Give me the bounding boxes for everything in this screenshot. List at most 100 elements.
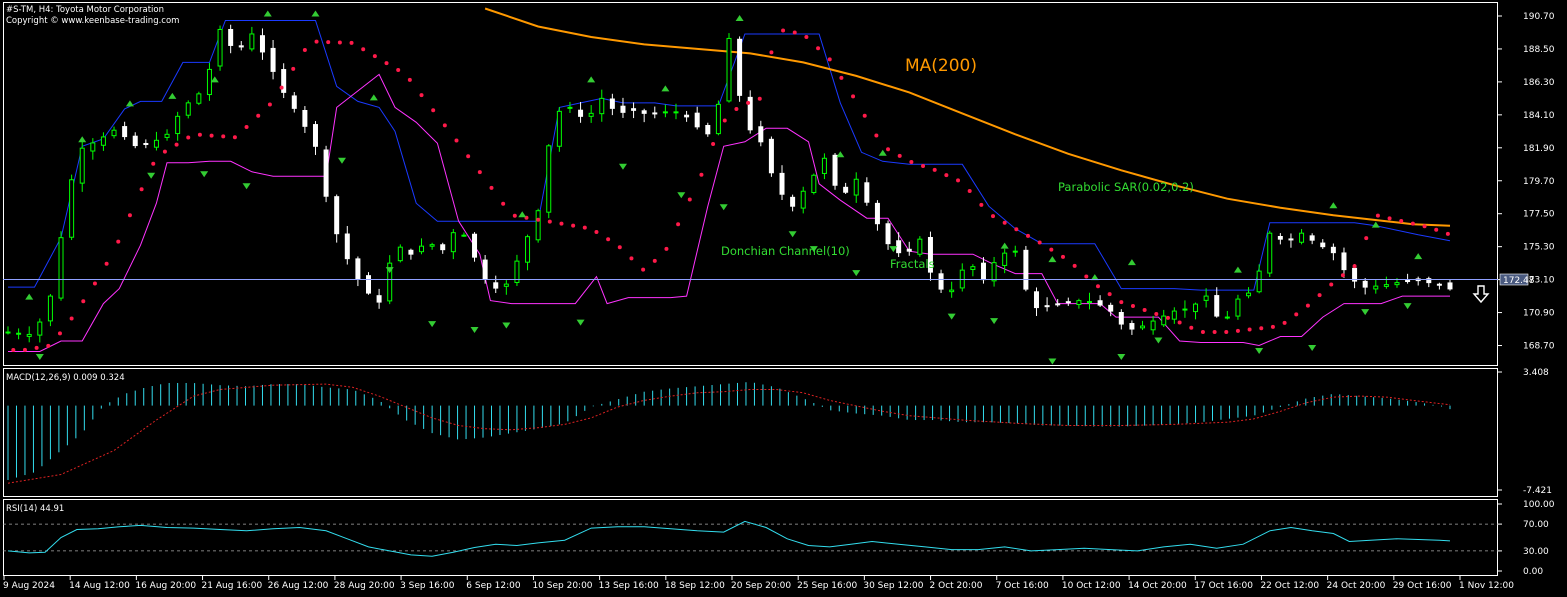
- sar-dot: [69, 316, 74, 321]
- candle-body: [874, 202, 880, 225]
- candle-body: [832, 154, 838, 186]
- fractal-down-marker: [1255, 348, 1264, 355]
- sar-dot: [1445, 231, 1450, 236]
- price-axis-label: 175.30: [1523, 243, 1555, 253]
- candle-body: [1235, 298, 1241, 317]
- fractals-annotation: Fractals: [890, 257, 935, 271]
- sar-dot: [1270, 324, 1275, 329]
- candle-body: [927, 236, 933, 273]
- price-axis-label: 181.90: [1523, 144, 1555, 154]
- candle-body: [69, 179, 75, 238]
- sar-dot: [279, 85, 284, 90]
- sar-annotation: Parabolic SAR(0.02,0.2): [1058, 180, 1194, 194]
- candle-body: [1033, 291, 1039, 309]
- candle-body: [1394, 282, 1400, 286]
- fractal-down-marker: [719, 204, 728, 211]
- parabolic-sar-layer: [11, 28, 1450, 353]
- candle-body: [90, 142, 96, 152]
- candle-body: [556, 110, 562, 147]
- sar-dot: [746, 100, 751, 105]
- candle-body: [1436, 283, 1442, 286]
- sar-dot: [722, 118, 727, 123]
- sar-dot: [501, 201, 506, 206]
- candle-body: [482, 259, 488, 280]
- rsi-panel-border: [3, 499, 1498, 576]
- candle-body: [355, 258, 361, 280]
- sar-dot: [1364, 236, 1369, 241]
- rsi-axis-label: 100.00: [1523, 500, 1555, 510]
- sar-dot: [174, 142, 179, 147]
- time-axis-label: 20 Sep 20:00: [731, 581, 791, 591]
- fractal-down-marker: [470, 327, 479, 334]
- candle-body: [525, 236, 531, 263]
- candle-body: [970, 266, 976, 270]
- candle-body: [1044, 305, 1050, 308]
- candle-body: [800, 190, 806, 209]
- candle-body: [493, 282, 499, 289]
- candle-body: [662, 111, 668, 114]
- candle-body: [153, 139, 159, 148]
- candle-body: [228, 28, 234, 46]
- candle-body: [599, 97, 605, 115]
- sar-dot: [442, 123, 447, 128]
- price-axis-label: 168.70: [1523, 342, 1555, 352]
- fractal-down-marker: [889, 246, 898, 253]
- price-axis-label: 186.30: [1523, 78, 1555, 88]
- candle-body: [1224, 316, 1230, 319]
- candle-body: [1362, 280, 1368, 288]
- sar-dot: [1200, 330, 1205, 335]
- candle-body: [1171, 310, 1177, 320]
- candle-body: [312, 124, 318, 147]
- candle-body: [1341, 252, 1347, 271]
- candle-body: [1383, 284, 1389, 287]
- time-axis-label: 28 Aug 20:00: [334, 581, 395, 591]
- fractal-down-marker: [1361, 309, 1370, 316]
- candle-body: [1118, 312, 1124, 325]
- sar-dot: [46, 343, 51, 348]
- fractal-up-marker: [168, 92, 177, 99]
- sar-dot: [244, 125, 249, 130]
- candle-body: [1129, 323, 1135, 330]
- fractal-up-marker: [661, 85, 670, 92]
- time-axis-label: 30 Sep 12:00: [863, 581, 923, 591]
- time-axis-label: 21 Aug 16:00: [202, 581, 263, 591]
- candle-body: [503, 283, 509, 287]
- candle-body: [535, 210, 541, 241]
- sar-dot: [1410, 221, 1415, 226]
- sar-dot: [1434, 227, 1439, 232]
- sar-dot: [734, 107, 739, 112]
- sar-dot: [606, 237, 611, 242]
- sar-dot: [932, 167, 937, 172]
- main-panel-border: [3, 2, 1498, 366]
- sar-dot: [1037, 240, 1042, 245]
- candle-body: [387, 262, 393, 302]
- candle-body: [1330, 246, 1336, 254]
- candle-body: [302, 109, 308, 127]
- sar-dot: [1060, 254, 1065, 259]
- fractal-down-marker: [242, 183, 251, 190]
- time-axis-label: 18 Sep 12:00: [665, 581, 725, 591]
- candle-body: [1087, 301, 1092, 304]
- sar-dot: [162, 149, 167, 154]
- sar-dot: [1026, 233, 1031, 238]
- sar-dot: [1177, 320, 1182, 325]
- candle-body: [853, 178, 859, 196]
- fractal-down-marker: [852, 270, 861, 277]
- candle-body: [185, 102, 191, 116]
- candle-body: [1193, 303, 1199, 313]
- chart-symbol-title: #S-TM, H4: Toyota Motor Corporation: [6, 5, 164, 15]
- candle-body: [673, 111, 679, 114]
- candle-body: [111, 129, 117, 137]
- candle-body: [1065, 301, 1071, 304]
- sar-dot: [956, 178, 961, 183]
- time-axis-label: 9 Aug 2024: [3, 581, 55, 591]
- price-axis-label: 177.50: [1523, 210, 1555, 220]
- candle-body: [1309, 235, 1315, 241]
- macd-panel-border: [3, 368, 1498, 497]
- fractal-down-marker: [1048, 358, 1057, 365]
- time-axis-label: 10 Sep 20:00: [532, 581, 592, 591]
- sar-dot: [104, 261, 109, 266]
- candle-body: [514, 260, 520, 283]
- candle-body: [715, 103, 721, 135]
